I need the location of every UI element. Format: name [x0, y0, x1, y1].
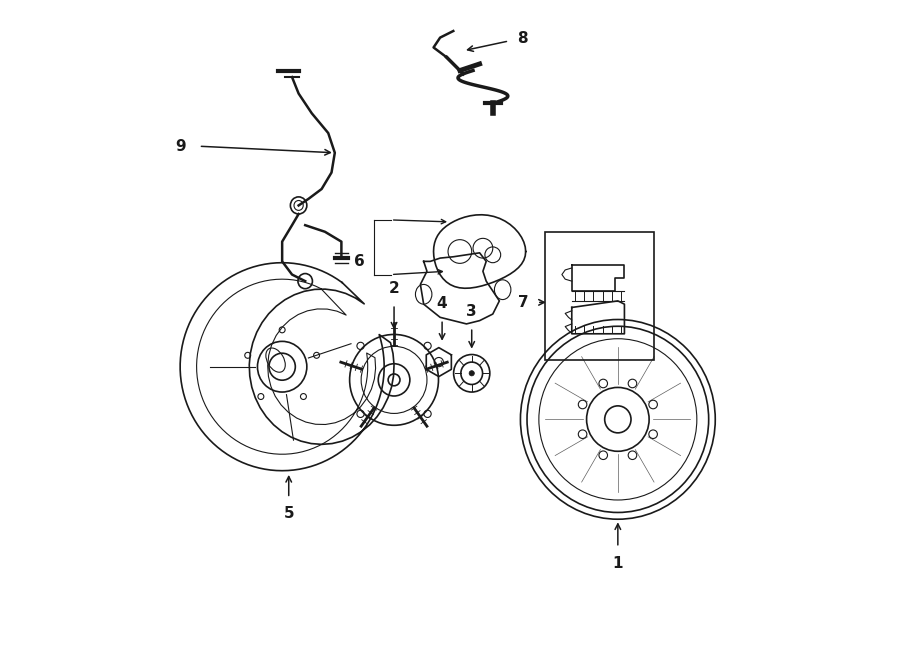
Text: 9: 9: [175, 139, 185, 154]
Text: 2: 2: [389, 282, 400, 296]
Text: 4: 4: [436, 296, 447, 311]
Text: 5: 5: [284, 506, 294, 522]
Text: 8: 8: [518, 32, 527, 46]
Bar: [545, 232, 654, 360]
Text: 7: 7: [518, 295, 529, 310]
Ellipse shape: [469, 371, 474, 376]
Text: 1: 1: [613, 557, 623, 571]
Text: 6: 6: [354, 254, 364, 269]
Text: 3: 3: [466, 304, 477, 319]
